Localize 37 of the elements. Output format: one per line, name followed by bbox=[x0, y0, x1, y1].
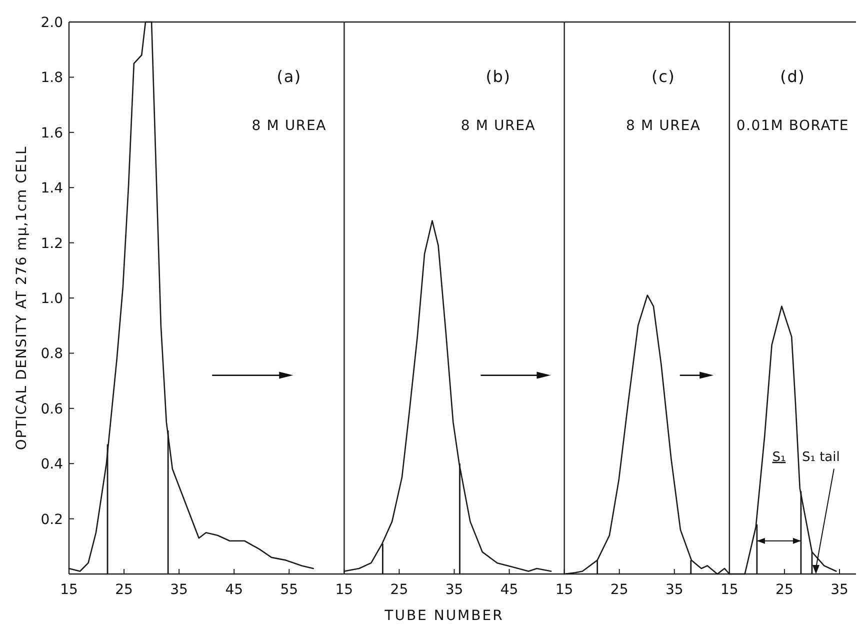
y-tick-label: 0.6 bbox=[40, 401, 64, 418]
annotation: 8 M UREA bbox=[626, 118, 701, 134]
y-tick-label: 0.4 bbox=[40, 456, 64, 473]
x-tick-label: 35 bbox=[665, 582, 684, 598]
y-tick-label: 0.2 bbox=[40, 512, 63, 528]
y-tick-label: 1.4 bbox=[40, 180, 64, 197]
y-tick-label: 1.6 bbox=[40, 125, 64, 142]
x-tick-label: 15 bbox=[335, 582, 354, 598]
x-tick-label: 45 bbox=[500, 582, 518, 598]
annotation: S₁ bbox=[772, 450, 786, 465]
x-tick-label: 15 bbox=[720, 582, 738, 598]
annotation: (a) bbox=[276, 67, 302, 86]
x-axis-title: TUBE NUMBER bbox=[384, 608, 504, 624]
y-tick-label: 2.0 bbox=[40, 15, 63, 31]
annotation: S₁ tail bbox=[802, 450, 840, 465]
x-tick-label: 55 bbox=[280, 582, 298, 598]
annotation: 8 M UREA bbox=[460, 118, 536, 134]
x-tick-label: 45 bbox=[225, 582, 244, 598]
x-tick-label: 35 bbox=[170, 582, 188, 598]
annotation: (b) bbox=[486, 67, 511, 86]
y-tick-label: 0.8 bbox=[40, 346, 63, 362]
annotation: 8 M UREA bbox=[252, 118, 326, 134]
x-tick-label: 15 bbox=[555, 582, 574, 598]
x-tick-label: 25 bbox=[390, 582, 408, 598]
x-tick-label: 25 bbox=[776, 582, 794, 598]
y-axis-title: OPTICAL DENSITY AT 276 mμ,1cm CELL bbox=[14, 146, 30, 450]
x-tick-label: 25 bbox=[115, 582, 133, 598]
x-tick-label: 35 bbox=[830, 582, 848, 598]
x-tick-label: 35 bbox=[445, 582, 464, 598]
annotation: (d) bbox=[780, 67, 806, 86]
x-tick-label: 15 bbox=[60, 582, 78, 598]
y-tick-label: 1.8 bbox=[40, 70, 63, 86]
annotation: (c) bbox=[652, 67, 676, 86]
x-tick-label: 25 bbox=[610, 582, 628, 598]
annotation: 0.01M BORATE bbox=[736, 118, 850, 134]
y-tick-label: 1.2 bbox=[40, 236, 63, 252]
y-tick-label: 1.0 bbox=[40, 291, 63, 307]
